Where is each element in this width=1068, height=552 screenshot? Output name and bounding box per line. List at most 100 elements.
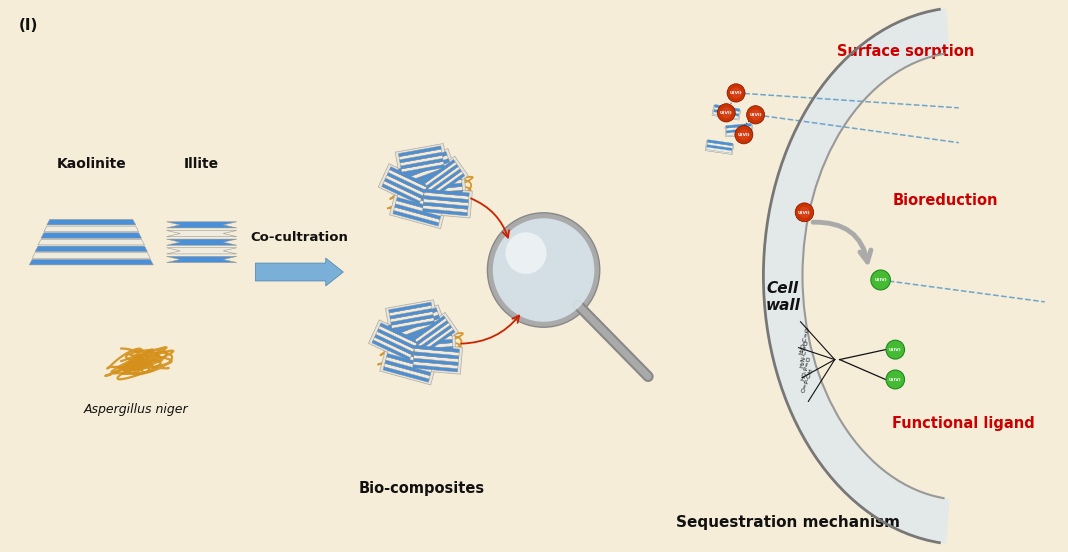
Text: Functional ligand: Functional ligand (893, 416, 1035, 431)
Polygon shape (413, 358, 458, 365)
Polygon shape (393, 210, 439, 226)
Text: U(VI): U(VI) (750, 113, 761, 117)
Polygon shape (423, 205, 468, 213)
Circle shape (721, 107, 732, 118)
Polygon shape (392, 321, 435, 331)
Polygon shape (392, 318, 441, 339)
Polygon shape (396, 197, 442, 213)
Polygon shape (406, 172, 455, 194)
Circle shape (505, 232, 547, 274)
Polygon shape (399, 330, 457, 363)
Polygon shape (414, 352, 459, 359)
Polygon shape (390, 309, 433, 319)
Polygon shape (413, 179, 462, 187)
Polygon shape (425, 162, 457, 186)
Polygon shape (413, 362, 458, 369)
Polygon shape (764, 8, 949, 544)
Polygon shape (431, 171, 464, 195)
FancyArrow shape (255, 258, 343, 286)
Circle shape (727, 84, 745, 102)
Polygon shape (41, 233, 142, 238)
Polygon shape (396, 328, 444, 350)
Circle shape (796, 203, 814, 222)
Polygon shape (403, 166, 452, 187)
Circle shape (738, 129, 750, 140)
Polygon shape (414, 345, 459, 352)
Text: Cell
wall: Cell wall (766, 281, 800, 313)
Text: H₂O·C=O: H₂O·C=O (799, 326, 811, 355)
Polygon shape (391, 317, 435, 328)
Circle shape (747, 105, 765, 124)
Polygon shape (706, 147, 732, 153)
Text: Surface sorption: Surface sorption (836, 44, 974, 59)
Polygon shape (413, 187, 462, 194)
Polygon shape (402, 164, 444, 175)
Polygon shape (705, 141, 734, 155)
Polygon shape (386, 357, 431, 373)
Polygon shape (386, 300, 438, 334)
Polygon shape (368, 320, 422, 363)
Text: Kaolinite: Kaolinite (57, 157, 126, 171)
Polygon shape (404, 346, 453, 354)
Polygon shape (167, 222, 237, 228)
Polygon shape (426, 164, 458, 188)
Polygon shape (388, 350, 434, 366)
Text: O=P-OH: O=P-OH (801, 368, 815, 394)
Polygon shape (38, 240, 144, 245)
Polygon shape (384, 360, 431, 376)
Polygon shape (380, 344, 438, 385)
Polygon shape (395, 144, 447, 178)
Circle shape (750, 109, 761, 120)
Polygon shape (389, 169, 427, 190)
Text: Bioreduction: Bioreduction (893, 193, 998, 208)
Polygon shape (423, 202, 468, 209)
Polygon shape (420, 187, 472, 218)
Polygon shape (414, 190, 462, 198)
Polygon shape (707, 142, 733, 148)
Circle shape (492, 218, 595, 322)
Polygon shape (414, 194, 464, 201)
Polygon shape (412, 176, 461, 184)
Polygon shape (389, 307, 438, 329)
Polygon shape (381, 184, 420, 204)
Circle shape (870, 270, 891, 290)
Polygon shape (395, 148, 458, 197)
Polygon shape (713, 112, 739, 119)
Polygon shape (398, 146, 441, 157)
Text: U(IV): U(IV) (889, 378, 901, 381)
Polygon shape (419, 323, 451, 347)
Polygon shape (384, 178, 423, 199)
Polygon shape (394, 207, 440, 223)
Polygon shape (387, 172, 425, 193)
Text: Aspergillus niger: Aspergillus niger (84, 403, 189, 416)
Polygon shape (413, 316, 445, 339)
Polygon shape (405, 353, 454, 361)
Polygon shape (413, 355, 458, 362)
Polygon shape (423, 199, 469, 206)
Text: U(IV): U(IV) (875, 278, 886, 282)
Polygon shape (420, 156, 468, 201)
Polygon shape (395, 200, 442, 216)
Polygon shape (422, 327, 454, 352)
Polygon shape (410, 343, 462, 374)
Polygon shape (44, 226, 139, 232)
Polygon shape (391, 315, 434, 325)
Polygon shape (713, 109, 739, 116)
Circle shape (886, 370, 905, 389)
Polygon shape (389, 347, 435, 363)
Polygon shape (389, 302, 431, 313)
Polygon shape (726, 124, 751, 128)
Circle shape (886, 340, 905, 359)
Polygon shape (429, 169, 461, 193)
Polygon shape (415, 318, 447, 342)
Polygon shape (405, 350, 454, 358)
Polygon shape (387, 353, 433, 369)
Polygon shape (35, 246, 147, 252)
Polygon shape (707, 140, 733, 146)
Polygon shape (384, 363, 430, 379)
Polygon shape (400, 155, 443, 166)
Polygon shape (390, 188, 447, 229)
Polygon shape (400, 158, 450, 179)
Polygon shape (410, 174, 467, 207)
Polygon shape (402, 161, 444, 172)
